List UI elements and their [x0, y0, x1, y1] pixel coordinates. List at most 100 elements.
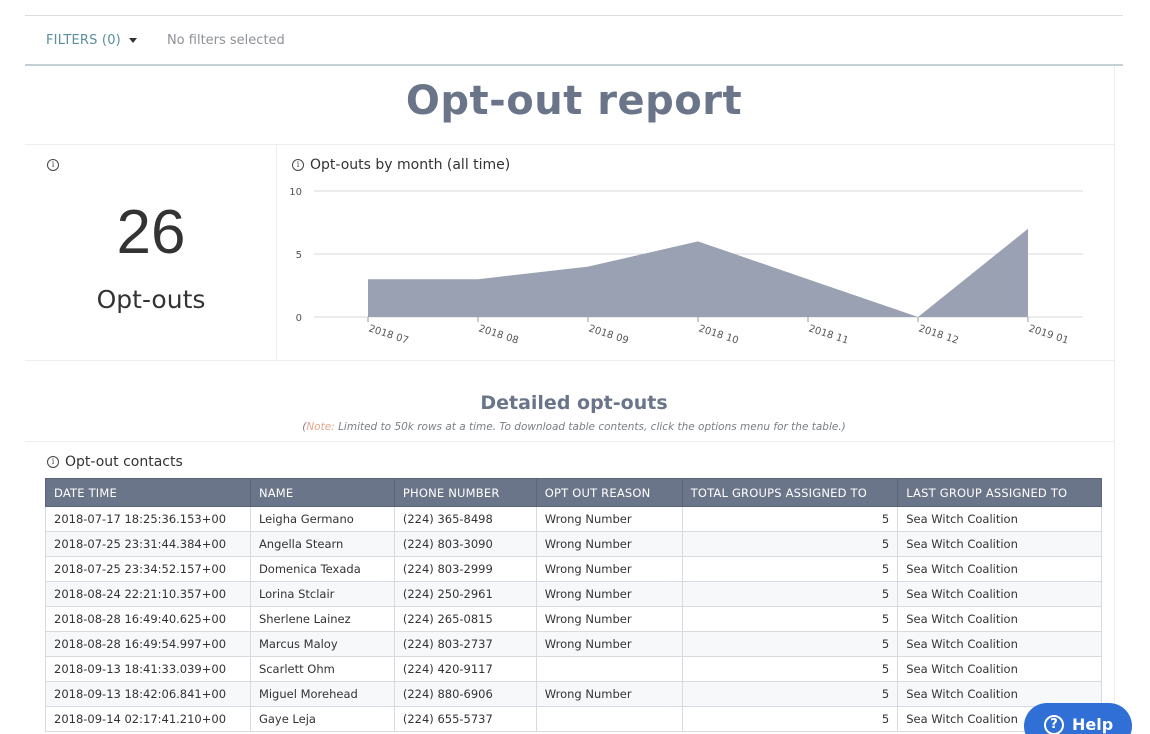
cell-opt-out-reason: Wrong Number [535, 631, 683, 657]
cell-opt-out-reason: Wrong Number [535, 581, 683, 607]
cell-total-groups: 5 [681, 581, 899, 607]
note-text: Limited to 50k rows at a time. To downlo… [334, 421, 846, 433]
cell-date-time: 2018-07-17 18:25:36.153+00 [45, 506, 251, 532]
x-tick-label: 2018 08 [477, 323, 520, 346]
cell-last-group: Sea Witch Coalition [897, 606, 1102, 632]
info-icon[interactable]: i [47, 159, 59, 171]
table-header-row: DATE TIME NAME PHONE NUMBER OPT OUT REAS… [45, 478, 1102, 507]
cell-opt-out-reason: Wrong Number [535, 606, 683, 632]
cell-total-groups: 5 [681, 631, 899, 657]
kpi-label: Opt-outs [96, 285, 206, 314]
table-row[interactable]: 2018-08-28 16:49:40.625+00 Sherlene Laine… [45, 606, 1102, 632]
column-header-opt-out-reason[interactable]: OPT OUT REASON [535, 478, 683, 507]
cell-last-group: Sea Witch Coalition [897, 506, 1102, 532]
table-header: i Opt-out contacts [47, 454, 183, 470]
cell-phone-number: (224) 880-6906 [393, 681, 537, 707]
cell-name: Angella Stearn [249, 531, 395, 557]
filter-status: No filters selected [166, 32, 285, 48]
table-row[interactable]: 2018-07-17 18:25:36.153+00 Leigha Germano… [45, 506, 1102, 532]
cell-opt-out-reason [535, 656, 683, 682]
x-tick-label: 2018 07 [367, 323, 410, 346]
cell-last-group: Sea Witch Coalition [897, 581, 1102, 607]
report-container: Opt-out report i 26 Opt-outs 0 5 10 2018 07… [25, 66, 1115, 734]
x-tick-label: 2018 10 [697, 323, 740, 346]
question-icon: ? [1044, 715, 1064, 734]
cell-phone-number: (224) 250-2961 [393, 581, 537, 607]
cell-total-groups: 5 [681, 681, 899, 707]
cell-name: Gaye Leja [249, 706, 395, 732]
cell-opt-out-reason: Wrong Number [535, 531, 683, 557]
x-tick-label: 2019 01 [1027, 323, 1070, 346]
cell-name: Sherlene Lainez [249, 606, 395, 632]
table-title: Opt-out contacts [65, 454, 183, 470]
cell-date-time: 2018-09-13 18:41:33.039+00 [45, 656, 251, 682]
cell-date-time: 2018-08-24 22:21:10.357+00 [45, 581, 251, 607]
cell-date-time: 2018-09-14 02:17:41.210+00 [45, 706, 251, 732]
cell-phone-number: (224) 655-5737 [393, 706, 537, 732]
column-header-name[interactable]: NAME [249, 478, 395, 507]
cell-date-time: 2018-07-25 23:31:44.384+00 [45, 531, 251, 557]
divider [25, 144, 1115, 145]
cell-opt-out-reason: Wrong Number [535, 556, 683, 582]
info-icon[interactable]: i [47, 456, 59, 468]
cell-phone-number: (224) 420-9117 [393, 656, 537, 682]
cell-last-group: Sea Witch Coalition [897, 531, 1102, 557]
cell-last-group: Sea Witch Coalition [897, 631, 1102, 657]
cell-total-groups: 5 [681, 706, 899, 732]
cell-phone-number: (224) 803-3090 [393, 531, 537, 557]
cell-date-time: 2018-08-28 16:49:40.625+00 [45, 606, 251, 632]
cell-opt-out-reason: Wrong Number [535, 506, 683, 532]
cell-name: Leigha Germano [249, 506, 395, 532]
divider [25, 360, 1115, 361]
note-tag: Note: [306, 421, 335, 433]
help-button[interactable]: ? Help [1024, 703, 1132, 734]
divider [25, 441, 1115, 442]
x-tick-label: 2018 11 [807, 323, 850, 346]
area-chart: 0 5 10 2018 07 2018 08 2018 09 2018 10 2018 11 2… [289, 187, 1083, 347]
cell-total-groups: 5 [681, 656, 899, 682]
section-title: Detailed opt-outs [480, 392, 668, 414]
table-row[interactable]: 2018-09-13 18:42:06.841+00 Miguel Morehea… [45, 681, 1102, 707]
kpi-value: 26 [116, 198, 186, 267]
table-row[interactable]: 2018-09-14 02:17:41.210+00 Gaye Leja (224)… [45, 706, 1102, 732]
chart-panel-opt-outs-by-month: 0 5 10 2018 07 2018 08 2018 09 2018 10 2018 11 2… [278, 145, 1115, 360]
table-row[interactable]: 2018-09-13 18:41:33.039+00 Scarlett Ohm (2… [45, 656, 1102, 682]
column-header-last-group[interactable]: LAST GROUP ASSIGNED TO [897, 478, 1102, 507]
cell-name: Marcus Maloy [249, 631, 395, 657]
x-tick-label: 2018 12 [917, 323, 960, 346]
filters-label: FILTERS (0) [46, 32, 121, 48]
y-tick-label: 10 [289, 187, 302, 198]
cell-last-group: Sea Witch Coalition [897, 656, 1102, 682]
filters-dropdown-button[interactable]: FILTERS (0) [46, 33, 137, 48]
table-row[interactable]: 2018-07-25 23:31:44.384+00 Angella Stearn… [45, 531, 1102, 557]
opt-out-contacts-table: DATE TIME NAME PHONE NUMBER OPT OUT REAS… [45, 478, 1102, 732]
column-header-phone-number[interactable]: PHONE NUMBER [393, 478, 537, 507]
area-series [368, 228, 1028, 317]
top-divider [25, 15, 1123, 16]
y-tick-label: 0 [296, 313, 302, 324]
note-open: ( [302, 421, 307, 433]
table-row[interactable]: 2018-07-25 23:34:52.157+00 Domenica Texad… [45, 556, 1102, 582]
section-note: (Note: Limited to 50k rows at a time. To… [25, 421, 1123, 433]
page-title: Opt-out report [405, 78, 743, 124]
column-header-date-time[interactable]: DATE TIME [45, 478, 251, 507]
cell-name: Scarlett Ohm [249, 656, 395, 682]
column-header-total-groups[interactable]: TOTAL GROUPS ASSIGNED TO [681, 478, 899, 507]
cell-phone-number: (224) 265-0815 [393, 606, 537, 632]
info-icon[interactable]: i [292, 159, 304, 171]
cell-total-groups: 5 [681, 556, 899, 582]
filter-bar: FILTERS (0) No filters selected [25, 16, 1123, 66]
table-row[interactable]: 2018-08-24 22:21:10.357+00 Lorina Stclair… [45, 581, 1102, 607]
table-row[interactable]: 2018-08-28 16:49:54.997+00 Marcus Maloy (2… [45, 631, 1102, 657]
cell-total-groups: 5 [681, 531, 899, 557]
cell-last-group: Sea Witch Coalition [897, 681, 1102, 707]
cell-date-time: 2018-07-25 23:34:52.157+00 [45, 556, 251, 582]
cell-name: Lorina Stclair [249, 581, 395, 607]
cell-name: Domenica Texada [249, 556, 395, 582]
cell-phone-number: (224) 365-8498 [393, 506, 537, 532]
caret-down-icon [128, 37, 137, 43]
kpi-tile-opt-outs: i 26 Opt-outs [25, 145, 277, 360]
cell-date-time: 2018-09-13 18:42:06.841+00 [45, 681, 251, 707]
cell-opt-out-reason: Wrong Number [535, 681, 683, 707]
cell-phone-number: (224) 803-2737 [393, 631, 537, 657]
